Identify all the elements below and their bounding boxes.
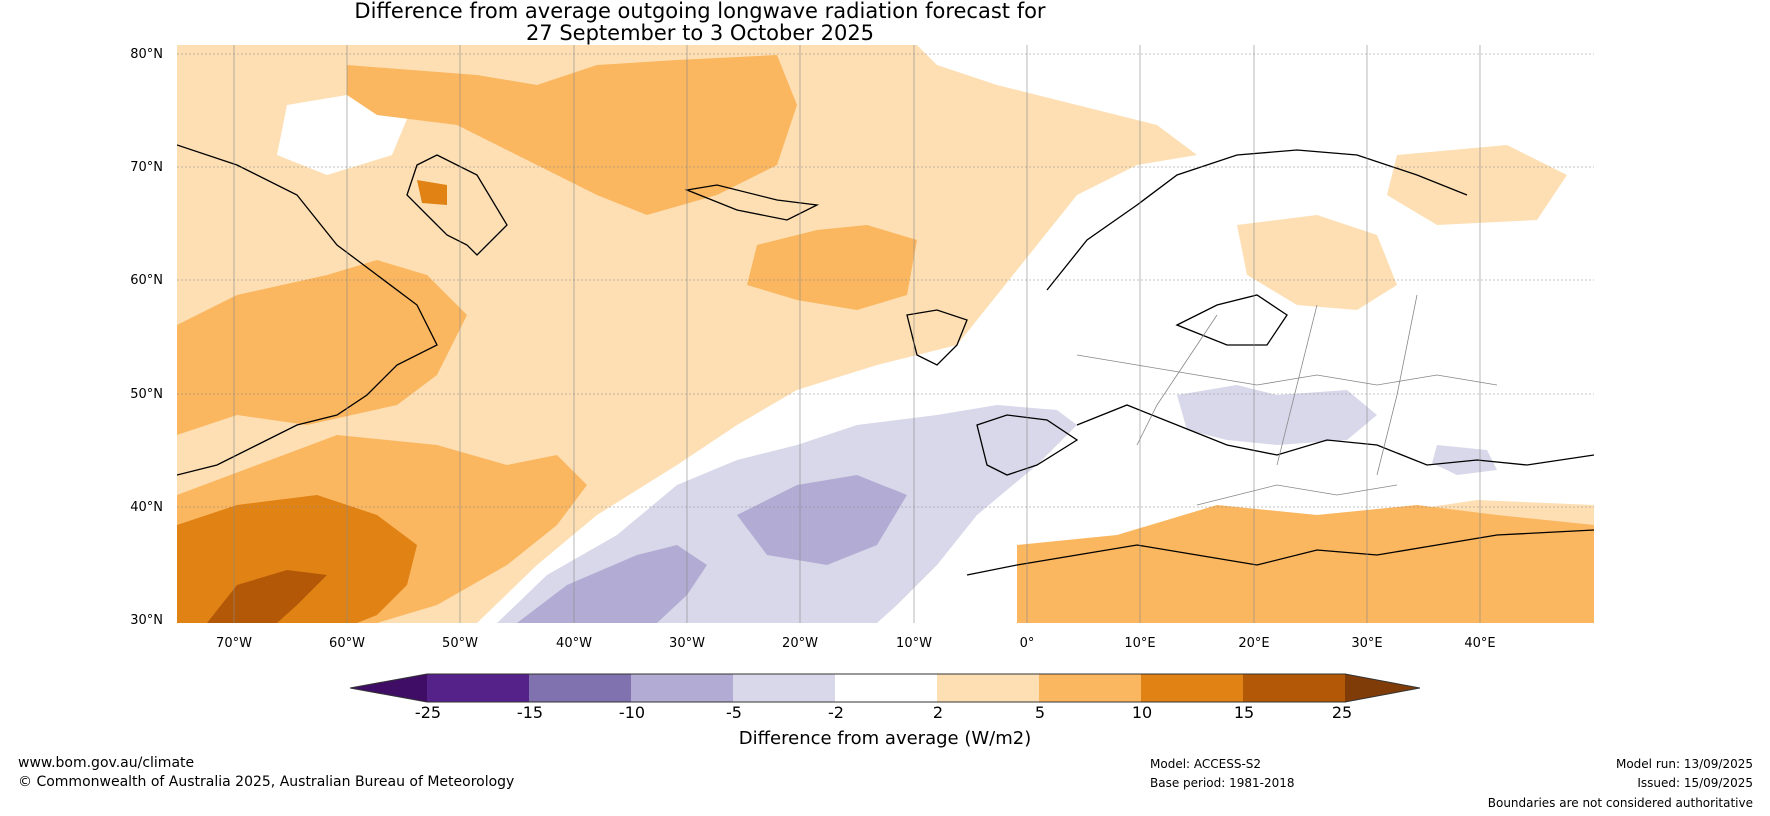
colorbar-label: Difference from average (W/m2) <box>738 728 1032 749</box>
colorbar-tick: 25 <box>1331 703 1353 722</box>
colorbar-swatch <box>1243 674 1345 702</box>
colorbar-extend-low <box>350 674 427 702</box>
anomaly-field-5-to-10-africa <box>1017 505 1594 623</box>
lon-label-0: 0° <box>1019 636 1035 651</box>
anomaly-field-15-to-25 <box>207 570 327 623</box>
anomaly-field-minus5-to-minus2-europe <box>1177 385 1377 445</box>
colorbar-swatch <box>529 674 631 702</box>
lon-label-10w: 10°W <box>896 636 932 651</box>
colorbar-swatch <box>1141 674 1243 702</box>
model-run-date: Model run: 13/09/2025 <box>1615 757 1753 771</box>
olr-anomaly-map <box>177 45 1594 623</box>
anomaly-field-minus10-to-minus5-east <box>737 475 907 565</box>
colorbar-tick: 15 <box>1233 703 1255 722</box>
graticule <box>177 45 1594 623</box>
colorbar <box>350 673 1420 703</box>
colorbar-tick: -25 <box>414 703 442 722</box>
copyright-text: © Commonwealth of Australia 2025, Austra… <box>18 774 515 790</box>
lon-label-70w: 70°W <box>216 636 252 651</box>
lon-label-60w: 60°W <box>329 636 365 651</box>
anomaly-field-neutral-arctic <box>1127 55 1594 105</box>
colorbar-tick: 10 <box>1131 703 1153 722</box>
lat-label-70n: 70°N <box>130 160 163 175</box>
coastlines <box>177 144 1594 576</box>
colorbar-swatch <box>733 674 835 702</box>
anomaly-field-2-to-5-arctic <box>1387 145 1567 225</box>
anomaly-field-2-to-5-scandinavia <box>1237 215 1397 310</box>
lat-label-50n: 50°N <box>130 387 163 402</box>
lat-label-80n: 80°N <box>130 47 163 62</box>
lon-label-20w: 20°W <box>782 636 818 651</box>
colorbar-tick: -15 <box>516 703 544 722</box>
lon-label-40w: 40°W <box>556 636 592 651</box>
base-period: Base period: 1981-2018 <box>1150 776 1295 790</box>
colorbar-swatch <box>631 674 733 702</box>
lat-label-30n: 30°N <box>130 613 163 628</box>
lon-label-30e: 30°E <box>1351 636 1383 651</box>
model-name: Model: ACCESS-S2 <box>1150 757 1262 771</box>
disclaimer-text: Boundaries are not considered authoritat… <box>1487 796 1753 810</box>
map-title-line1: Difference from average outgoing longwav… <box>354 0 1046 23</box>
colorbar-swatch <box>835 674 937 702</box>
lon-label-20e: 20°E <box>1238 636 1270 651</box>
anomaly-field-5-to-10-north <box>347 55 797 215</box>
lon-label-50w: 50°W <box>442 636 478 651</box>
country-boundaries <box>1076 294 1498 506</box>
map-title-line2: 27 September to 3 October 2025 <box>525 21 875 45</box>
lat-label-40n: 40°N <box>130 500 163 515</box>
colorbar-tick: -5 <box>726 703 742 722</box>
lon-label-10e: 10°E <box>1124 636 1156 651</box>
colorbar-tick: 5 <box>1034 703 1046 722</box>
website-link[interactable]: www.bom.gov.au/climate <box>18 755 195 771</box>
issued-date: Issued: 15/09/2025 <box>1637 776 1753 790</box>
colorbar-extend-high <box>1345 674 1420 702</box>
colorbar-swatch <box>1039 674 1141 702</box>
anomaly-field-5-to-10-west <box>177 260 467 435</box>
colorbar-tick: -2 <box>828 703 844 722</box>
anomaly-field-5-to-10-iceland <box>747 225 917 310</box>
colorbar-swatch <box>427 674 529 702</box>
anomaly-field-minus10-to-minus5 <box>517 545 707 623</box>
colorbar-swatch <box>937 674 1039 702</box>
lon-label-40e: 40°E <box>1464 636 1496 651</box>
lat-label-60n: 60°N <box>130 273 163 288</box>
colorbar-tick: 2 <box>932 703 944 722</box>
lon-label-30w: 30°W <box>669 636 705 651</box>
anomaly-field-minus5-to-minus2-blacksea <box>1432 445 1497 475</box>
anomaly-field-10-to-15-north <box>417 180 447 205</box>
colorbar-tick: -10 <box>618 703 646 722</box>
